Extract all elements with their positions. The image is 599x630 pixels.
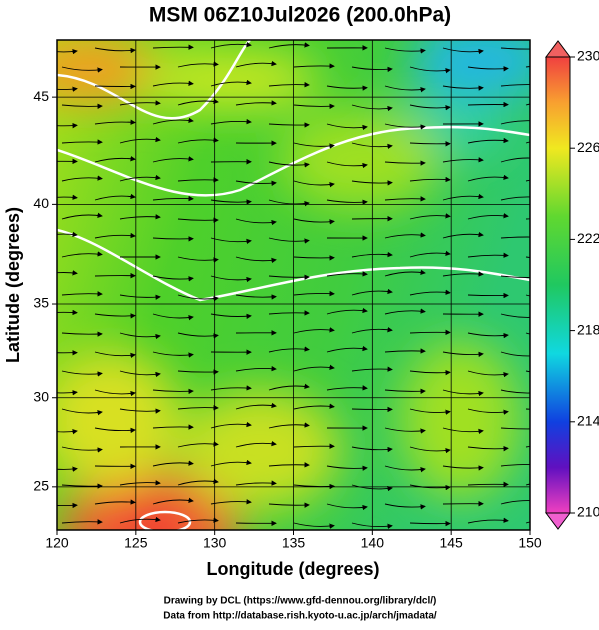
colorbar-tick-label: 230 <box>577 48 599 64</box>
colorbar-tick-label: 218 <box>577 321 599 337</box>
x-tick-label: 125 <box>124 535 148 551</box>
x-tick-label: 145 <box>439 535 463 551</box>
colorbar-tick-label: 210 <box>577 504 599 520</box>
y-tick-label: 35 <box>33 295 49 311</box>
colorbar-min-arrow <box>546 513 570 529</box>
colorbar-tick-label: 214 <box>577 413 599 429</box>
colorbar-tick-label: 226 <box>577 139 599 155</box>
colorbar-max-arrow <box>546 41 570 57</box>
y-tick-label: 30 <box>33 388 49 404</box>
title: MSM 06Z10Jul2026 (200.0hPa) <box>149 4 451 27</box>
x-tick-label: 130 <box>203 535 227 551</box>
x-tick-label: 135 <box>282 535 306 551</box>
y-axis-label: Latitude (degrees) <box>3 207 23 363</box>
x-tick-label: 150 <box>518 535 542 551</box>
credit-line: Drawing by DCL (https://www.gfd-dennou.o… <box>164 596 437 607</box>
y-tick-label: 40 <box>33 195 49 211</box>
x-tick-label: 140 <box>361 535 385 551</box>
credit-line: Data from http://database.rish.kyoto-u.a… <box>163 611 437 622</box>
y-tick-label: 45 <box>33 88 49 104</box>
field <box>20 20 566 590</box>
y-tick-label: 25 <box>33 478 49 494</box>
colorbar-tick-label: 222 <box>577 230 599 246</box>
colorbar <box>546 57 570 513</box>
x-axis-label: Longitude (degrees) <box>206 559 379 579</box>
x-tick-label: 120 <box>45 535 69 551</box>
